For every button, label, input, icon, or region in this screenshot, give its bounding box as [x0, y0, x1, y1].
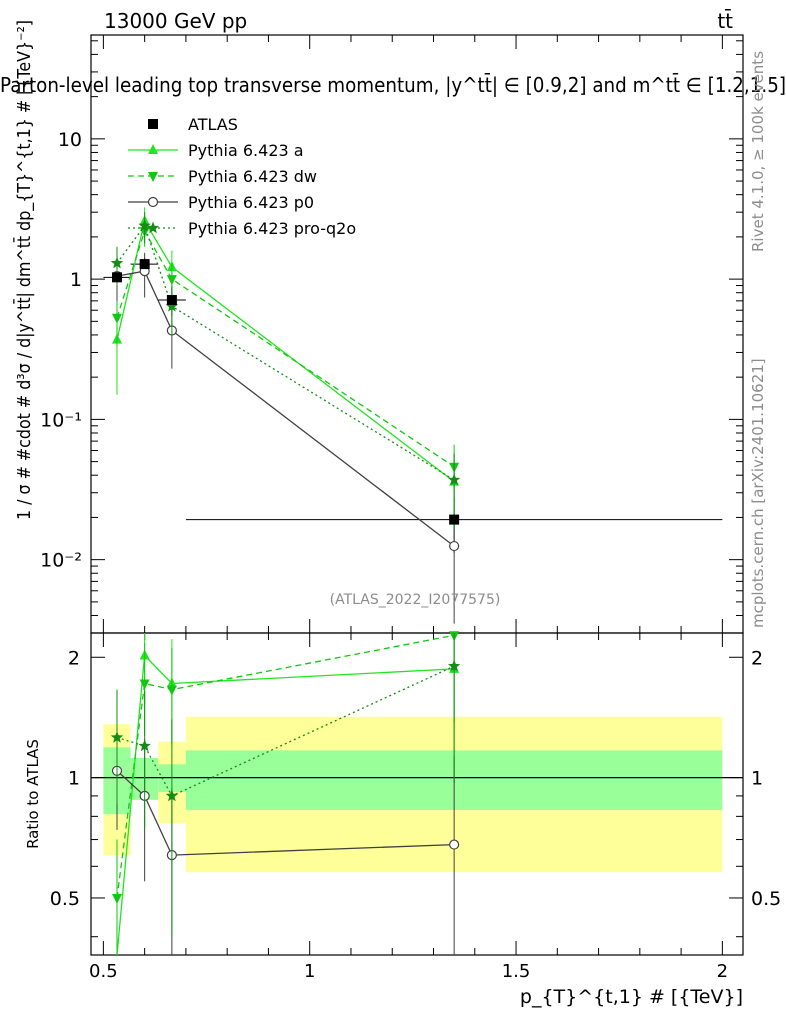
- ratio-series-line: [116, 665, 455, 797]
- legend-label: ATLAS: [188, 115, 238, 134]
- ratio-point: [166, 685, 177, 696]
- y-tick-label: 10⁻²: [40, 550, 82, 572]
- series-point: [448, 473, 461, 486]
- y-axis-label: 1 / σ # #cdot # d³σ / d|y^tt̄| dm^tt̄ dp…: [13, 20, 35, 520]
- series-point: [449, 540, 460, 552]
- ratio-tick-label-right: 1: [751, 768, 763, 790]
- y-tick-label: 1: [70, 269, 82, 291]
- atlas-point: [166, 294, 177, 305]
- ratio-point: [165, 789, 179, 802]
- series-point: [138, 219, 151, 231]
- analysis-tag: (ATLAS_2022_I2077575): [330, 592, 501, 608]
- ratio-point: [111, 893, 122, 904]
- x-tick-label: 1: [304, 961, 315, 982]
- series-line: [116, 229, 455, 468]
- legend-label: Pythia 6.423 a: [188, 141, 304, 160]
- legend-marker: [147, 196, 159, 208]
- atlas-point: [449, 514, 460, 525]
- series-point: [165, 299, 179, 312]
- ratio-point: [110, 731, 124, 743]
- legend: ATLAS Pythia 6.423 a Pythia 6.423 dw Pythia…: [128, 115, 356, 238]
- legend-label: Pythia 6.423 pro-q2o: [188, 219, 356, 238]
- ratio-point: [139, 679, 150, 690]
- series-line: [116, 270, 455, 547]
- legend-marker: [148, 172, 158, 182]
- ratio-tick-label-right: 2: [751, 647, 763, 669]
- ratio-point: [449, 839, 460, 850]
- legend-label: Pythia 6.423 p0: [188, 193, 314, 212]
- atlas-point: [111, 272, 122, 283]
- y-tick-label: 10: [58, 129, 82, 151]
- energy-label: 13000 GeV pp: [104, 9, 247, 33]
- legend-marker: [148, 144, 158, 154]
- ratio-panel-frame: [90, 632, 744, 956]
- ratio-tick-label: 2: [68, 647, 80, 669]
- ratio-series-line: [116, 770, 455, 856]
- atlas-point: [139, 259, 150, 270]
- series-point: [110, 256, 124, 269]
- series-point: [111, 313, 122, 324]
- source-label: mcplots.cern.ch [arXiv:2401.10621]: [749, 358, 767, 628]
- process-label: tt̄: [717, 8, 733, 33]
- chart-title: Parton-level leading top transverse mome…: [0, 72, 786, 97]
- ratio-axis-label: Ratio to ATLAS: [24, 739, 42, 849]
- legend-label: Pythia 6.423 dw: [188, 167, 317, 186]
- rivet-version-label: Rivet 4.1.0, ≥ 100k events: [749, 51, 767, 252]
- ratio-panel: 0.5 1 1.5 2 0.5 0.5 1 1 2 2: [50, 631, 781, 982]
- x-tick-label: 2: [717, 961, 728, 982]
- x-axis-label: p_{T}^{t,1} # [{TeV}]: [520, 986, 743, 1008]
- legend-marker: [146, 221, 160, 234]
- y-tick-label: 10⁻¹: [40, 409, 82, 431]
- ratio-series-line: [116, 654, 455, 956]
- legend-marker: [148, 119, 158, 129]
- main-panel: 10⁻² 10⁻¹ 1 10: [40, 34, 744, 634]
- ratio-series-line: [116, 634, 455, 899]
- ratio-point: [448, 659, 461, 672]
- series-point: [166, 275, 177, 286]
- x-tick-label: 0.5: [89, 961, 118, 982]
- ratio-tick-label: 1: [68, 768, 80, 790]
- ratio-tick-label-right: 0.5: [751, 888, 781, 910]
- ratio-point: [138, 739, 151, 752]
- series-line: [116, 219, 455, 483]
- ratio-tick-label: 0.5: [50, 888, 80, 910]
- x-tick-label: 1.5: [502, 961, 531, 982]
